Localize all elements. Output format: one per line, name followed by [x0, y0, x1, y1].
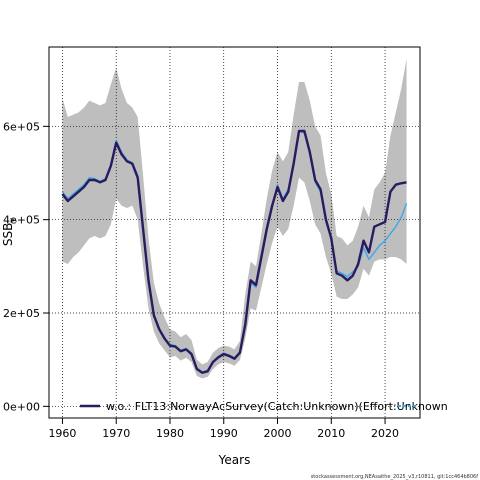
y-axis-label-main: SSB: [1, 223, 15, 246]
legend: w.o.: FLT13:NorwayAcSurvey(Catch:Unknown…: [80, 400, 448, 413]
plot-frame: [48, 46, 421, 419]
y-tick-label: 6e+05: [3, 120, 40, 133]
y-axis: 0e+00 2e+05 4e+05 6e+05: [3, 120, 49, 413]
y-axis-label: SSBy: [1, 218, 17, 246]
series-layer: [61, 129, 408, 374]
grid-layer: [49, 47, 420, 418]
x-tick-label: 1990: [210, 427, 238, 440]
confidence-band-layer: [62, 58, 407, 379]
x-tick-label: 2010: [317, 427, 345, 440]
y-axis-label-sub: y: [8, 218, 17, 223]
x-tick-label: 2020: [371, 427, 399, 440]
x-axis: 1960 1970 1980 1990 2000 2010 2020: [48, 418, 399, 440]
confidence-band: [62, 58, 407, 379]
x-tick-label: 1980: [156, 427, 184, 440]
series-line-main: [61, 129, 407, 374]
x-tick-label: 1970: [102, 427, 130, 440]
y-tick-label: 4e+05: [3, 214, 40, 227]
y-tick-label: 2e+05: [3, 307, 40, 320]
x-tick-label: 1960: [48, 427, 76, 440]
y-tick-label: 0e+00: [3, 400, 40, 413]
footer-text: stockassessment.org,NEAsaithe_2025_v3,r1…: [311, 474, 479, 480]
x-axis-label: Years: [218, 453, 251, 467]
legend-label: w.o.: FLT13:NorwayAcSurvey(Catch:Unknown…: [106, 400, 448, 413]
x-tick-label: 2000: [264, 427, 292, 440]
